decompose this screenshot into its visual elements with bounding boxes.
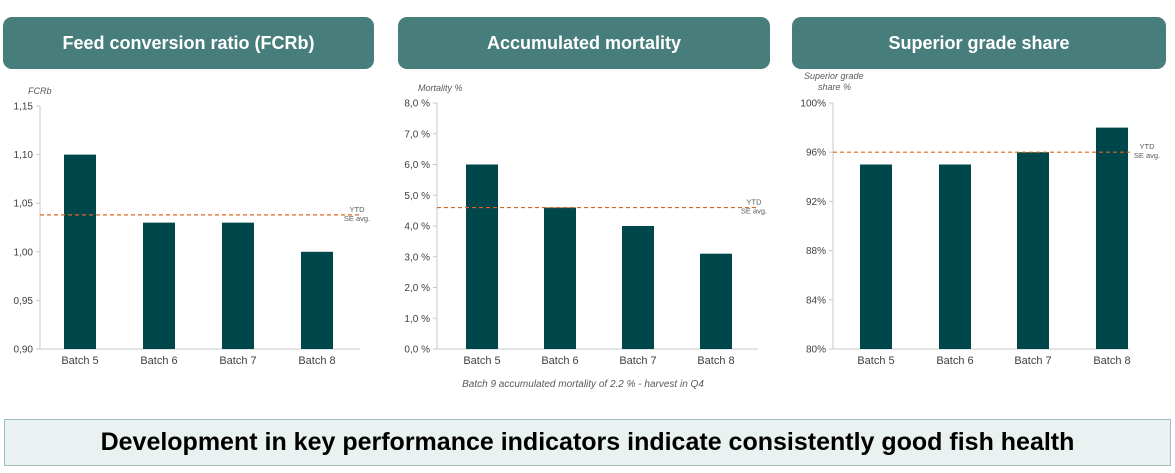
mortality-category-label: Batch 5: [463, 355, 500, 367]
superior-bar: [1017, 152, 1049, 349]
superior-reference-label-2: SE avg.: [1134, 151, 1160, 160]
mortality-category-label: Batch 8: [697, 355, 734, 367]
superior-bar: [1096, 127, 1128, 349]
fcr-y-tick-label: 0,90: [14, 345, 34, 356]
mortality-y-tick-label: 8,0 %: [404, 99, 430, 110]
mortality-reference-label-2: SE avg.: [741, 207, 767, 216]
mortality-footnote: Batch 9 accumulated mortality of 2.2 % -…: [462, 379, 704, 390]
panel-header-fcr-text: Feed conversion ratio (FCRb): [62, 32, 315, 53]
mortality-bar: [544, 207, 576, 349]
fcr-bar: [143, 222, 175, 349]
fcr-y-tick-label: 1,00: [14, 247, 34, 258]
superior-category-label: Batch 8: [1093, 355, 1130, 367]
mortality-y-tick-label: 3,0 %: [404, 252, 430, 263]
superior-y-tick-label: 84%: [806, 295, 826, 306]
mortality-bar: [466, 164, 498, 349]
fcr-y-axis-title: FCRb: [28, 86, 52, 96]
fcr-bar: [64, 154, 96, 349]
mortality-y-tick-label: 6,0 %: [404, 160, 430, 171]
mortality-y-tick-label: 0,0 %: [404, 345, 430, 356]
fcr-y-tick-label: 1,05: [14, 199, 34, 210]
fcr-y-tick-label: 1,15: [14, 102, 34, 113]
superior-y-axis-title-2: share %: [818, 82, 851, 92]
mortality-bar: [700, 253, 732, 349]
superior-y-tick-label: 88%: [806, 246, 826, 257]
superior-y-tick-label: 96%: [806, 148, 826, 159]
fcr-bar: [222, 222, 254, 349]
fcr-category-label: Batch 6: [140, 355, 177, 367]
fcr-y-tick-label: 1,10: [14, 150, 34, 161]
mortality-reference-label-1: YTD: [747, 198, 763, 207]
fcr-category-label: Batch 7: [219, 355, 256, 367]
superior-y-tick-label: 80%: [806, 345, 826, 356]
superior-y-tick-label: 100%: [800, 99, 826, 110]
fcr-category-label: Batch 8: [298, 355, 335, 367]
mortality-y-tick-label: 4,0 %: [404, 222, 430, 233]
mortality-y-tick-label: 7,0 %: [404, 129, 430, 140]
fcr-reference-label-2: SE avg.: [344, 214, 370, 223]
mortality-y-tick-label: 5,0 %: [404, 191, 430, 202]
mortality-y-tick-label: 1,0 %: [404, 314, 430, 325]
panel-header-mortality: Accumulated mortality: [398, 17, 770, 69]
fcr-category-label: Batch 5: [61, 355, 98, 367]
superior-bar: [939, 164, 971, 349]
fcr-reference-label-1: YTD: [350, 205, 366, 214]
superior-category-label: Batch 6: [936, 355, 973, 367]
bottom-banner-text: Development in key performance indicator…: [100, 428, 1075, 456]
mortality-y-tick-label: 2,0 %: [404, 283, 430, 294]
bottom-banner: Development in key performance indicator…: [4, 419, 1171, 466]
mortality-category-label: Batch 7: [619, 355, 656, 367]
mortality-y-axis-title: Mortality %: [418, 83, 463, 93]
superior-y-tick-label: 92%: [806, 197, 826, 208]
panel-header-mortality-text: Accumulated mortality: [486, 32, 682, 53]
superior-category-label: Batch 5: [857, 355, 894, 367]
superior-bar: [860, 164, 892, 349]
mortality-bar: [622, 226, 654, 349]
superior-y-axis-title-1: Superior grade: [804, 71, 864, 81]
mortality-category-label: Batch 6: [541, 355, 578, 367]
panel-header-fcr: Feed conversion ratio (FCRb): [3, 17, 374, 69]
panel-header-superior: Superior grade share: [792, 17, 1166, 69]
superior-reference-label-1: YTD: [1140, 142, 1156, 151]
fcr-bar: [301, 251, 333, 349]
superior-category-label: Batch 7: [1014, 355, 1051, 367]
fcr-y-tick-label: 0,95: [14, 296, 34, 307]
panel-header-superior-text: Superior grade share: [888, 32, 1070, 53]
